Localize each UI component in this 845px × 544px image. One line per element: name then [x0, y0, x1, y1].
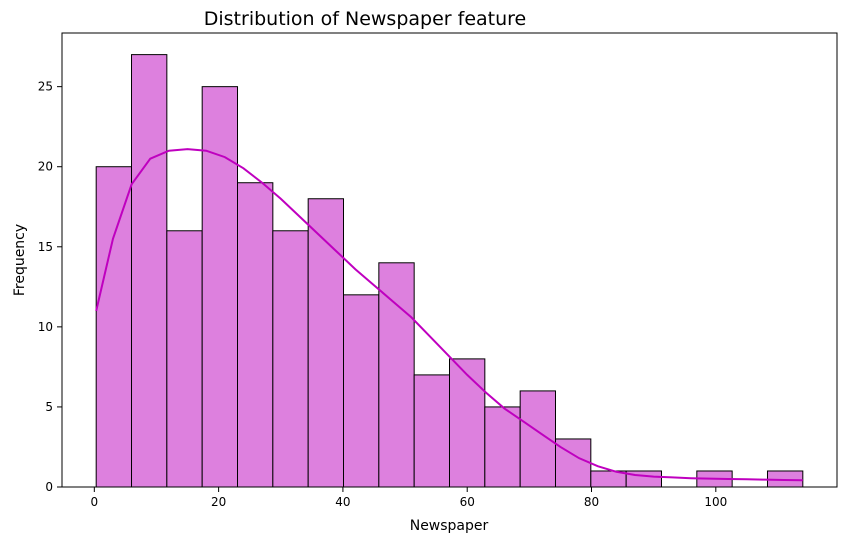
histogram-bar [484, 406, 521, 488]
histogram-bar [166, 230, 203, 488]
x-axis-ticks: 0 20 40 60 80 100 [90, 487, 727, 509]
histogram-bar [378, 262, 415, 488]
x-tick-label: 100 [704, 495, 727, 509]
y-tick-label: 5 [45, 400, 53, 414]
y-tick-label: 25 [38, 80, 53, 94]
y-tick-label: 0 [45, 480, 53, 494]
y-axis-ticks: 0 5 10 15 20 25 [38, 80, 62, 494]
y-tick-label: 20 [38, 160, 53, 174]
x-tick-label: 0 [90, 495, 98, 509]
x-tick-label: 80 [584, 495, 599, 509]
y-tick-label: 10 [38, 320, 53, 334]
x-axis-label: Newspaper [410, 518, 489, 534]
bars-group [95, 54, 804, 488]
x-tick-label: 20 [211, 495, 226, 509]
y-tick-label: 15 [38, 240, 53, 254]
histogram-bar [201, 86, 239, 488]
histogram-bar [131, 54, 168, 488]
histogram-bar [413, 374, 451, 488]
histogram-bar [343, 294, 380, 488]
kde-curve [95, 148, 803, 482]
plot-frame [61, 32, 838, 488]
histogram-bar [272, 230, 309, 488]
y-axis-label: Frequency [12, 224, 28, 296]
chart-title: Distribution of Newspaper feature [204, 8, 526, 30]
histogram-bar [449, 358, 486, 488]
x-tick-label: 40 [335, 495, 350, 509]
histogram-bar [237, 182, 274, 488]
x-tick-label: 60 [460, 495, 475, 509]
histogram-bar [307, 198, 345, 488]
histogram-bar [95, 166, 133, 488]
